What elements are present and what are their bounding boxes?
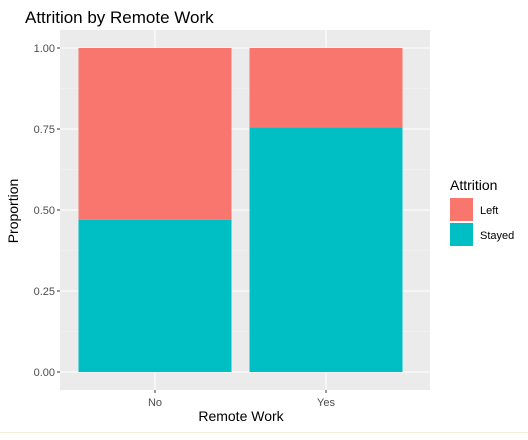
legend: Attrition Left Stayed — [450, 177, 514, 246]
y-axis-label: Proportion — [5, 179, 21, 244]
x-tick-label: Yes — [317, 397, 335, 409]
x-axis-label: Remote Work — [198, 408, 284, 424]
bar-yes-left — [249, 48, 403, 128]
y-axis: 0.00 0.25 0.50 0.75 1.00 — [34, 43, 60, 379]
bar-no-stayed — [78, 219, 232, 372]
bar-no-left — [78, 48, 232, 220]
x-tick-label: No — [148, 397, 162, 409]
chart-title: Attrition by Remote Work — [25, 8, 214, 27]
legend-title: Attrition — [450, 177, 497, 193]
legend-key-left — [450, 198, 473, 221]
y-tick-label: 0.00 — [34, 367, 55, 379]
y-tick-label: 0.75 — [34, 124, 55, 136]
bars-layer — [78, 48, 403, 372]
legend-key-stayed — [450, 223, 473, 246]
legend-label-left: Left — [480, 205, 498, 217]
y-tick-label: 1.00 — [34, 43, 55, 55]
legend-label-stayed: Stayed — [480, 230, 514, 242]
bottom-separator — [0, 432, 528, 433]
y-tick-label: 0.50 — [34, 205, 55, 217]
x-axis: No Yes — [148, 390, 335, 409]
y-tick-label: 0.25 — [34, 286, 55, 298]
bar-yes-stayed — [249, 127, 403, 372]
